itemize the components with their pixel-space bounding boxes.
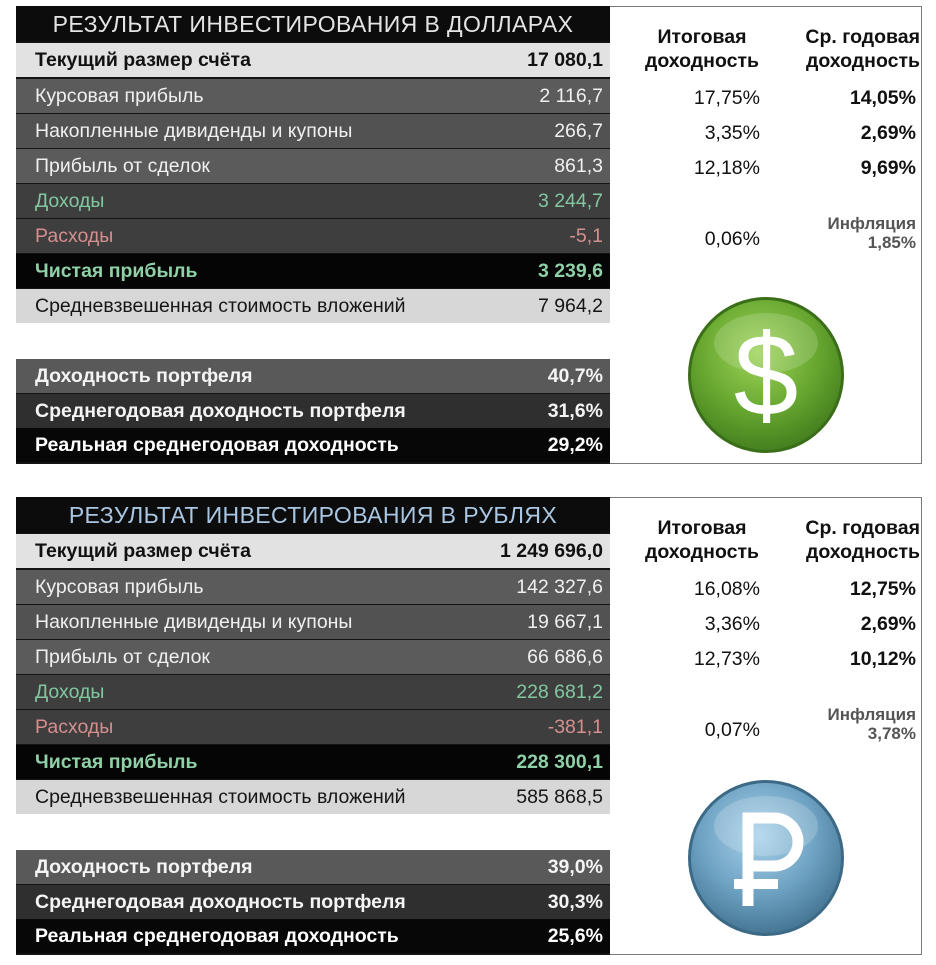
usd-row-account: Текущий размер счёта 17 080,1 [16,43,610,77]
rub-row-dividends: Накопленные дивиденды и купоны 19 667,1 [16,605,610,639]
usd-expenses-total: 0,06% [704,228,760,250]
rub-div-total: 3,36% [704,613,760,635]
rub-row-kurs: Курсовая прибыль 142 327,6 [16,570,610,604]
usd-table: РЕЗУЛЬТАТ ИНВЕСТИРОВАНИЯ В ДОЛЛАРАХ Теку… [16,6,610,464]
usd-side-panel: Итоговая доходность Ср. годовая доходнос… [610,6,922,464]
rub-kurs-total: 16,08% [693,578,760,600]
rub-inflation: Инфляция 3,78% [827,705,916,743]
usd-row-income: Доходы 3 244,7 [16,184,610,218]
rub-header-total: Итоговая доходность [644,517,759,563]
usd-row-kurs: Курсовая прибыль 2 116,7 [16,79,610,113]
svg-text:$: $ [734,310,799,440]
rub-panel: РЕЗУЛЬТАТ ИНВЕСТИРОВАНИЯ В РУБЛЯХ Текущи… [16,497,924,955]
rub-header-annual: Ср. годовая доходность [805,517,920,563]
rub-row-deals: Прибыль от сделок 66 686,6 [16,640,610,674]
rub-deals-total: 12,73% [693,648,760,670]
rub-div-annual: 2,69% [860,613,916,635]
usd-row-real-return: Реальная среднегодовая доходность 29,2% [16,428,610,462]
rub-row-income: Доходы 228 681,2 [16,675,610,709]
usd-header-total: Итоговая доходность [644,26,759,72]
usd-row-portfolio-return: Доходность портфеля 40,7% [16,359,610,393]
rub-deals-annual: 10,12% [849,648,916,670]
usd-inflation: Инфляция 1,85% [827,214,916,252]
dollar-coin: $ [686,295,846,455]
rub-row-portfolio-return: Доходность портфеля 39,0% [16,850,610,884]
usd-div-annual: 2,69% [860,122,916,144]
usd-row-annual-return: Среднегодовая доходность портфеля 31,6% [16,394,610,428]
rub-row-expenses: Расходы -381,1 [16,710,610,744]
rub-expenses-total: 0,07% [704,719,760,741]
usd-deals-total: 12,18% [693,157,760,179]
usd-header-annual: Ср. годовая доходность [805,26,920,72]
usd-row-expenses: Расходы -5,1 [16,219,610,253]
dollar-icon: $ [688,297,844,453]
rub-row-annual-return: Среднегодовая доходность портфеля 30,3% [16,885,610,919]
usd-kurs-annual: 14,05% [849,87,916,109]
rub-row-account: Текущий размер счёта 1 249 696,0 [16,534,610,568]
rub-kurs-annual: 12,75% [849,578,916,600]
usd-div-total: 3,35% [704,122,760,144]
usd-row-deals: Прибыль от сделок 861,3 [16,149,610,183]
rub-table: РЕЗУЛЬТАТ ИНВЕСТИРОВАНИЯ В РУБЛЯХ Текущи… [16,497,610,955]
usd-row-dividends: Накопленные дивиденды и купоны 266,7 [16,114,610,148]
usd-panel: РЕЗУЛЬТАТ ИНВЕСТИРОВАНИЯ В ДОЛЛАРАХ Теку… [16,6,924,464]
usd-kurs-total: 17,75% [693,87,760,109]
rub-side-panel: Итоговая доходность Ср. годовая доходнос… [610,497,922,955]
rub-row-net-profit: Чистая прибыль 228 300,1 [16,745,610,779]
usd-deals-annual: 9,69% [860,157,916,179]
usd-row-weighted-cost: Средневзвешенная стоимость вложений 7 96… [16,289,610,323]
rub-title: РЕЗУЛЬТАТ ИНВЕСТИРОВАНИЯ В РУБЛЯХ [16,497,610,533]
usd-title: РЕЗУЛЬТАТ ИНВЕСТИРОВАНИЯ В ДОЛЛАРАХ [16,6,610,42]
usd-row-net-profit: Чистая прибыль 3 239,6 [16,254,610,288]
ruble-icon [688,780,844,936]
usd-spacer [16,323,610,359]
ruble-coin [686,778,846,938]
rub-row-real-return: Реальная среднегодовая доходность 25,6% [16,919,610,953]
rub-spacer [16,814,610,850]
rub-row-weighted-cost: Средневзвешенная стоимость вложений 585 … [16,780,610,814]
